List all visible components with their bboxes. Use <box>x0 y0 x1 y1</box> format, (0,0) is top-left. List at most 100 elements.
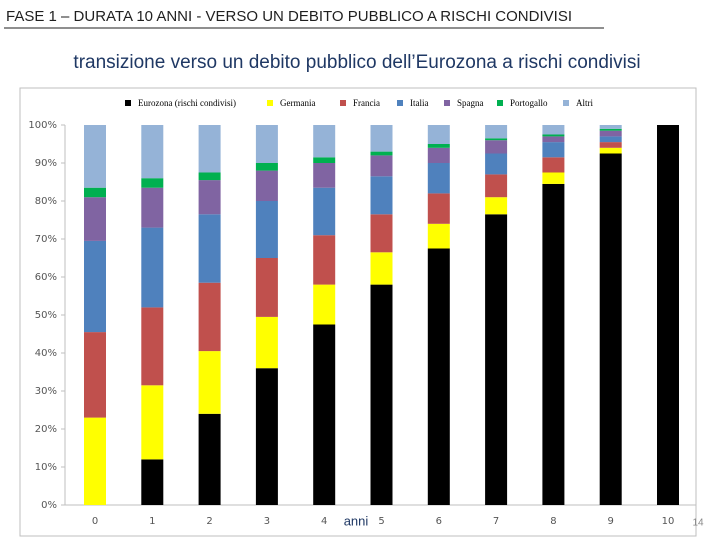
bar-segment <box>84 197 106 241</box>
bar-segment <box>313 125 336 158</box>
bar-segment <box>485 153 508 175</box>
bar-segment <box>141 125 164 179</box>
bar-segment <box>599 128 622 131</box>
bar-segment <box>599 130 622 137</box>
bar-segment <box>313 284 336 325</box>
bar-segment <box>599 125 622 129</box>
bar-segment <box>84 240 106 333</box>
y-tick-label: 20% <box>35 424 57 435</box>
y-tick-label: 0% <box>41 500 57 511</box>
x-tick-label: 6 <box>436 516 442 527</box>
x-axis-title: anni <box>344 513 369 528</box>
legend-swatch <box>497 100 503 106</box>
subtitle: transizione verso un debito pubblico del… <box>73 52 640 73</box>
y-tick-label: 30% <box>35 386 57 397</box>
bar-segment <box>141 307 164 386</box>
page-number: 14 <box>692 518 704 529</box>
legend-label: Spagna <box>457 98 484 108</box>
y-tick-label: 90% <box>35 158 57 169</box>
bar-segment <box>599 153 622 505</box>
bar-segment <box>485 138 508 141</box>
y-tick-label: 40% <box>35 348 57 359</box>
bar-segment <box>141 178 164 188</box>
x-tick-label: 9 <box>608 516 614 527</box>
legend-swatch <box>125 100 131 106</box>
slide-title: FASE 1 – DURATA 10 ANNI - VERSO UN DEBIT… <box>6 8 572 25</box>
bar-segment <box>542 125 565 135</box>
y-tick-label: 60% <box>35 272 57 283</box>
legend-label: Portogallo <box>510 98 548 108</box>
legend-swatch <box>397 100 403 106</box>
bar-segment <box>657 125 679 505</box>
legend-swatch <box>267 100 273 106</box>
bar-segment <box>427 144 450 148</box>
bar-segment <box>542 183 565 505</box>
x-tick-label: 8 <box>550 516 556 527</box>
y-tick-label: 80% <box>35 196 57 207</box>
bar-segment <box>370 151 393 156</box>
bar-segment <box>542 136 565 143</box>
bar-segment <box>599 147 622 154</box>
bar-segment <box>542 157 565 173</box>
bar-segment <box>370 214 393 253</box>
bar-segment <box>141 187 164 228</box>
bar-segment <box>313 187 336 236</box>
bar-segment <box>84 332 106 418</box>
bar-segment <box>542 142 565 158</box>
bar-segment <box>198 125 221 173</box>
bar-segment <box>485 214 508 506</box>
bar-segment <box>255 125 278 163</box>
x-tick-label: 1 <box>149 516 155 527</box>
legend-swatch <box>444 100 450 106</box>
bar-segment <box>542 172 565 184</box>
legend-label: Eurozona (rischi condivisi) <box>138 98 236 108</box>
bar-segment <box>542 134 565 137</box>
y-tick-label: 50% <box>35 310 57 321</box>
bar-segment <box>198 214 221 283</box>
bar-segment <box>485 125 508 139</box>
y-tick-label: 10% <box>35 462 57 473</box>
bar-segment <box>198 413 221 505</box>
bar-segment <box>255 368 278 505</box>
x-tick-label: 3 <box>264 516 270 527</box>
bar-segment <box>313 235 336 285</box>
bar-segment <box>84 187 106 198</box>
y-tick-label: 70% <box>35 234 57 245</box>
bar-segment <box>485 174 508 198</box>
legend-swatch <box>563 100 569 106</box>
chart-frame <box>19 87 697 537</box>
bar-segment <box>198 282 221 352</box>
bar-segment <box>313 157 336 163</box>
bar-segment <box>370 125 393 152</box>
bar-segment <box>427 248 450 505</box>
bar-segment <box>313 324 336 505</box>
bar-segment <box>370 252 393 285</box>
bar-segment <box>141 385 164 460</box>
bar-segment <box>427 163 450 194</box>
bar-segment <box>313 163 336 188</box>
bar-segment <box>198 180 221 215</box>
bar-segment <box>370 284 393 505</box>
legend-label: Germania <box>280 98 315 108</box>
y-tick-label: 100% <box>28 120 57 131</box>
bar-segment <box>370 155 393 177</box>
bar-segment <box>485 140 508 154</box>
bar-segment <box>84 417 106 505</box>
x-tick-label: 7 <box>493 516 499 527</box>
bar-segment <box>255 163 278 171</box>
x-tick-label: 0 <box>92 516 98 527</box>
legend-label: Altri <box>576 98 593 108</box>
bar-segment <box>427 223 450 249</box>
bar-segment <box>84 125 106 188</box>
legend-label: Francia <box>353 98 380 108</box>
bar-segment <box>198 172 221 181</box>
bar-segment <box>255 201 278 258</box>
bar-segment <box>427 193 450 224</box>
bar-segment <box>255 316 278 369</box>
bar-segment <box>599 142 622 148</box>
bar-segment <box>141 227 164 308</box>
bar-segment <box>255 258 278 317</box>
bar-segment <box>255 170 278 201</box>
